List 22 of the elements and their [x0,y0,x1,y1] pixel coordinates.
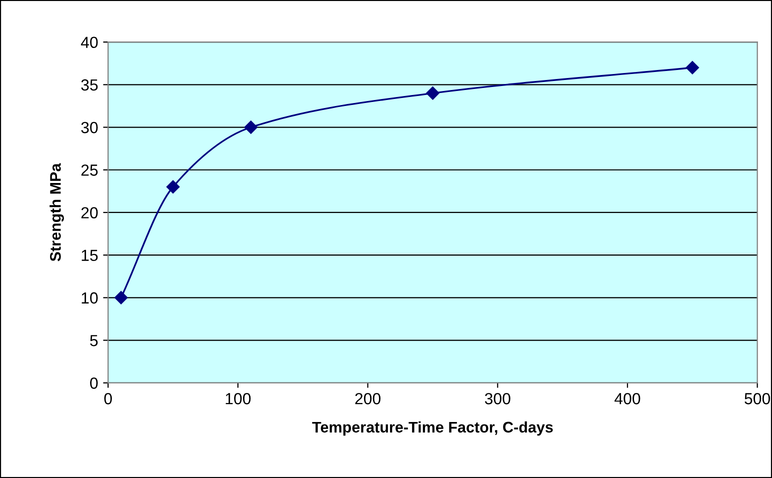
y-axis-title: Strength MPa [50,163,64,262]
point [426,86,440,100]
y-tick-label: 5 [90,335,98,346]
y-tick-label: 15 [82,250,98,262]
x-tick-label: 300 [484,393,510,404]
y-tick-label: 30 [81,122,98,134]
point [166,180,180,194]
x-tick-label: 0 [104,393,112,404]
x-axis-title: Temperature-Time Factor, C-days [312,421,553,436]
y-tick-label: 0 [90,378,98,389]
y-tick-label: 20 [81,207,98,218]
y-tick-label: 35 [81,79,98,91]
x-tick-label: 200 [355,393,380,404]
y-tick-label: 25 [81,164,98,176]
x-tick-label: 500 [744,393,770,404]
point [686,61,699,74]
x-tick-label: 400 [614,393,640,404]
point [244,120,258,134]
y-tick-label: 40 [80,36,98,48]
y-tick-label: 10 [82,292,98,304]
point [114,291,128,304]
x-tick-label: 100 [226,393,251,404]
